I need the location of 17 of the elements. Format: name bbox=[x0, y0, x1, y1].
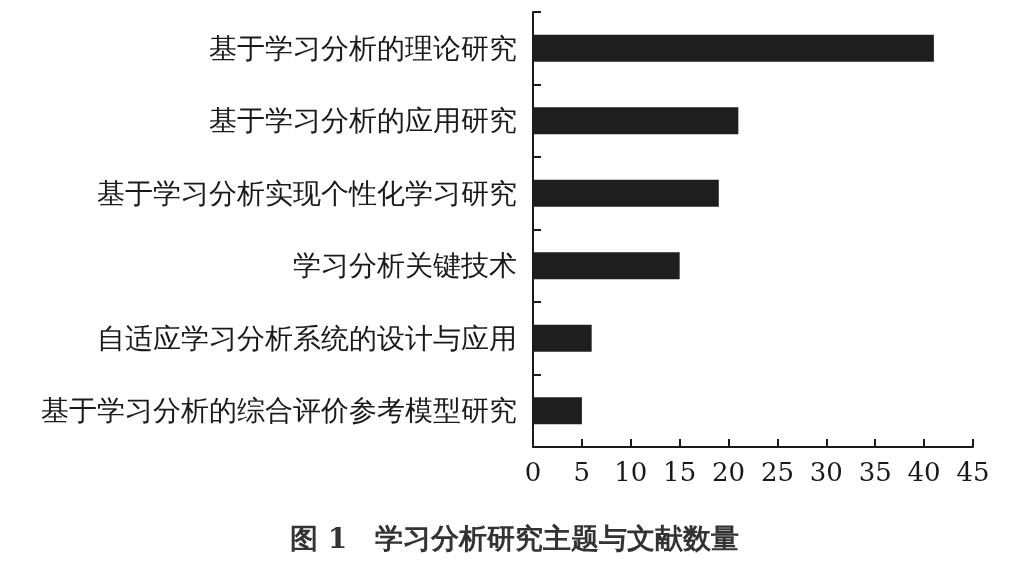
x-tick-label: 45 bbox=[956, 457, 990, 487]
y-tick-label: 学习分析关键技术 bbox=[293, 249, 517, 283]
y-tick-label: 基于学习分析实现个性化学习研究 bbox=[97, 176, 517, 210]
x-tick-label: 10 bbox=[614, 457, 648, 487]
x-tick-label: 5 bbox=[573, 457, 591, 487]
x-tick-label: 15 bbox=[663, 457, 697, 487]
y-tick-label: 自适应学习分析系统的设计与应用 bbox=[97, 321, 517, 355]
x-tick-label: 25 bbox=[760, 457, 794, 487]
y-tick-label: 基于学习分析的综合评价参考模型研究 bbox=[41, 394, 517, 428]
x-tick-label: 20 bbox=[712, 457, 746, 487]
x-tick-label: 30 bbox=[809, 457, 843, 487]
y-tick-label: 基于学习分析的理论研究 bbox=[209, 31, 517, 65]
text: 图 1 学习分析研究主题与文献数量 bbox=[289, 521, 740, 555]
x-tick-label: 40 bbox=[907, 457, 941, 487]
x-tick-label: 35 bbox=[858, 457, 892, 487]
x-tick-label: 0 bbox=[524, 457, 542, 487]
y-tick-label: 基于学习分析的应用研究 bbox=[209, 104, 517, 138]
